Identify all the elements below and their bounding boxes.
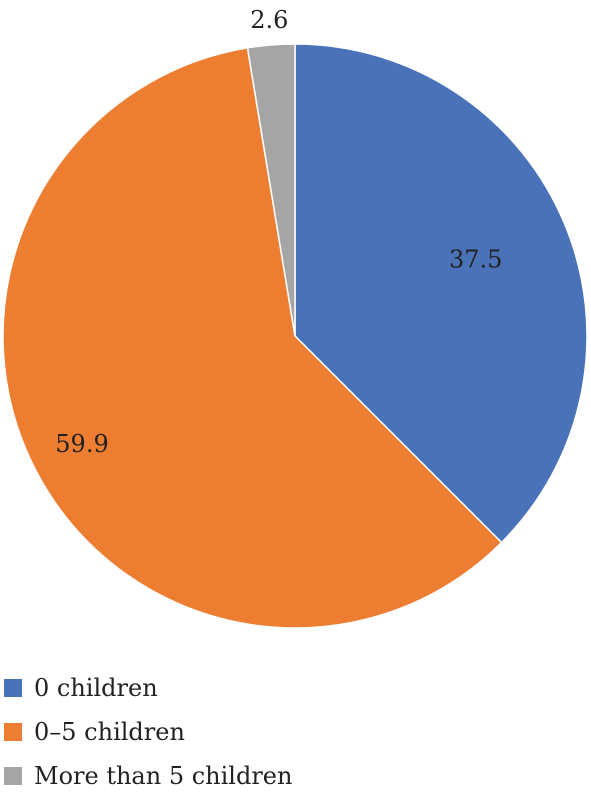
legend-label-0-children: 0 children bbox=[34, 674, 158, 702]
legend-swatch-0-5-children bbox=[4, 723, 22, 741]
pie-slice-0-children bbox=[294, 43, 588, 544]
data-label-0-5-children: 59.9 bbox=[55, 430, 108, 458]
legend-label-0-5-children: 0–5 children bbox=[34, 718, 185, 746]
pie-slice-0-5-children bbox=[2, 47, 503, 629]
legend-label-more-than-5-children: More than 5 children bbox=[34, 762, 293, 790]
pie-chart: 37.5 59.9 2.6 bbox=[2, 6, 588, 629]
legend-swatch-more-than-5-children bbox=[4, 767, 22, 785]
legend-swatch-0-children bbox=[4, 679, 22, 697]
pie-data-labels: 37.5 59.9 2.6 bbox=[55, 6, 502, 458]
legend-item-more-than-5-children: More than 5 children bbox=[0, 760, 591, 804]
data-label-more-than-5-children: 2.6 bbox=[250, 6, 288, 34]
pie-slice-more-than-5-children bbox=[246, 43, 296, 337]
pie-slices bbox=[2, 43, 588, 629]
legend: 0 children 0–5 children More than 5 chil… bbox=[0, 672, 591, 804]
data-label-0-children: 37.5 bbox=[449, 246, 502, 274]
legend-item-0-5-children: 0–5 children bbox=[0, 716, 591, 760]
legend-item-0-children: 0 children bbox=[0, 672, 591, 716]
